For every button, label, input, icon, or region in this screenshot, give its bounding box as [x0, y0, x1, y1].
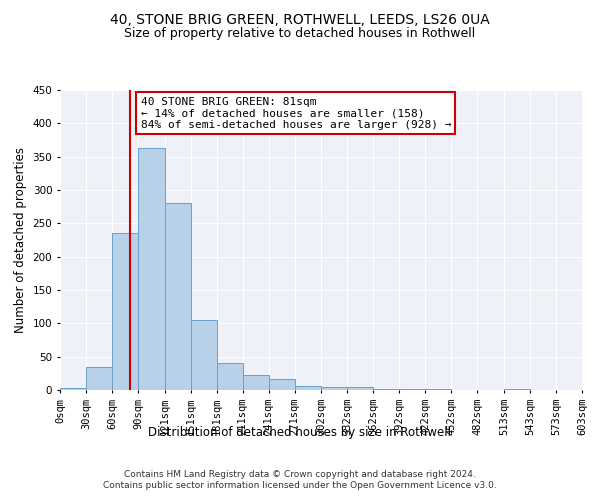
Bar [269, 380, 295, 390]
Y-axis label: Number of detached properties: Number of detached properties [14, 147, 27, 333]
Bar [138, 148, 165, 390]
Bar [504, 388, 530, 390]
Bar [242, 376, 269, 390]
Text: Contains HM Land Registry data © Crown copyright and database right 2024.
Contai: Contains HM Land Registry data © Crown c… [103, 470, 497, 490]
Bar [295, 386, 322, 390]
Bar [322, 388, 347, 390]
Bar [191, 320, 217, 390]
Bar [86, 368, 112, 390]
Text: 40 STONE BRIG GREEN: 81sqm
← 14% of detached houses are smaller (158)
84% of sem: 40 STONE BRIG GREEN: 81sqm ← 14% of deta… [140, 96, 451, 130]
Bar [347, 388, 373, 390]
Bar [112, 234, 138, 390]
Text: Distribution of detached houses by size in Rothwell: Distribution of detached houses by size … [149, 426, 452, 439]
Bar [217, 362, 242, 390]
Bar [165, 202, 191, 390]
Text: Size of property relative to detached houses in Rothwell: Size of property relative to detached ho… [124, 28, 476, 40]
Bar [60, 388, 86, 390]
Text: 40, STONE BRIG GREEN, ROTHWELL, LEEDS, LS26 0UA: 40, STONE BRIG GREEN, ROTHWELL, LEEDS, L… [110, 12, 490, 26]
